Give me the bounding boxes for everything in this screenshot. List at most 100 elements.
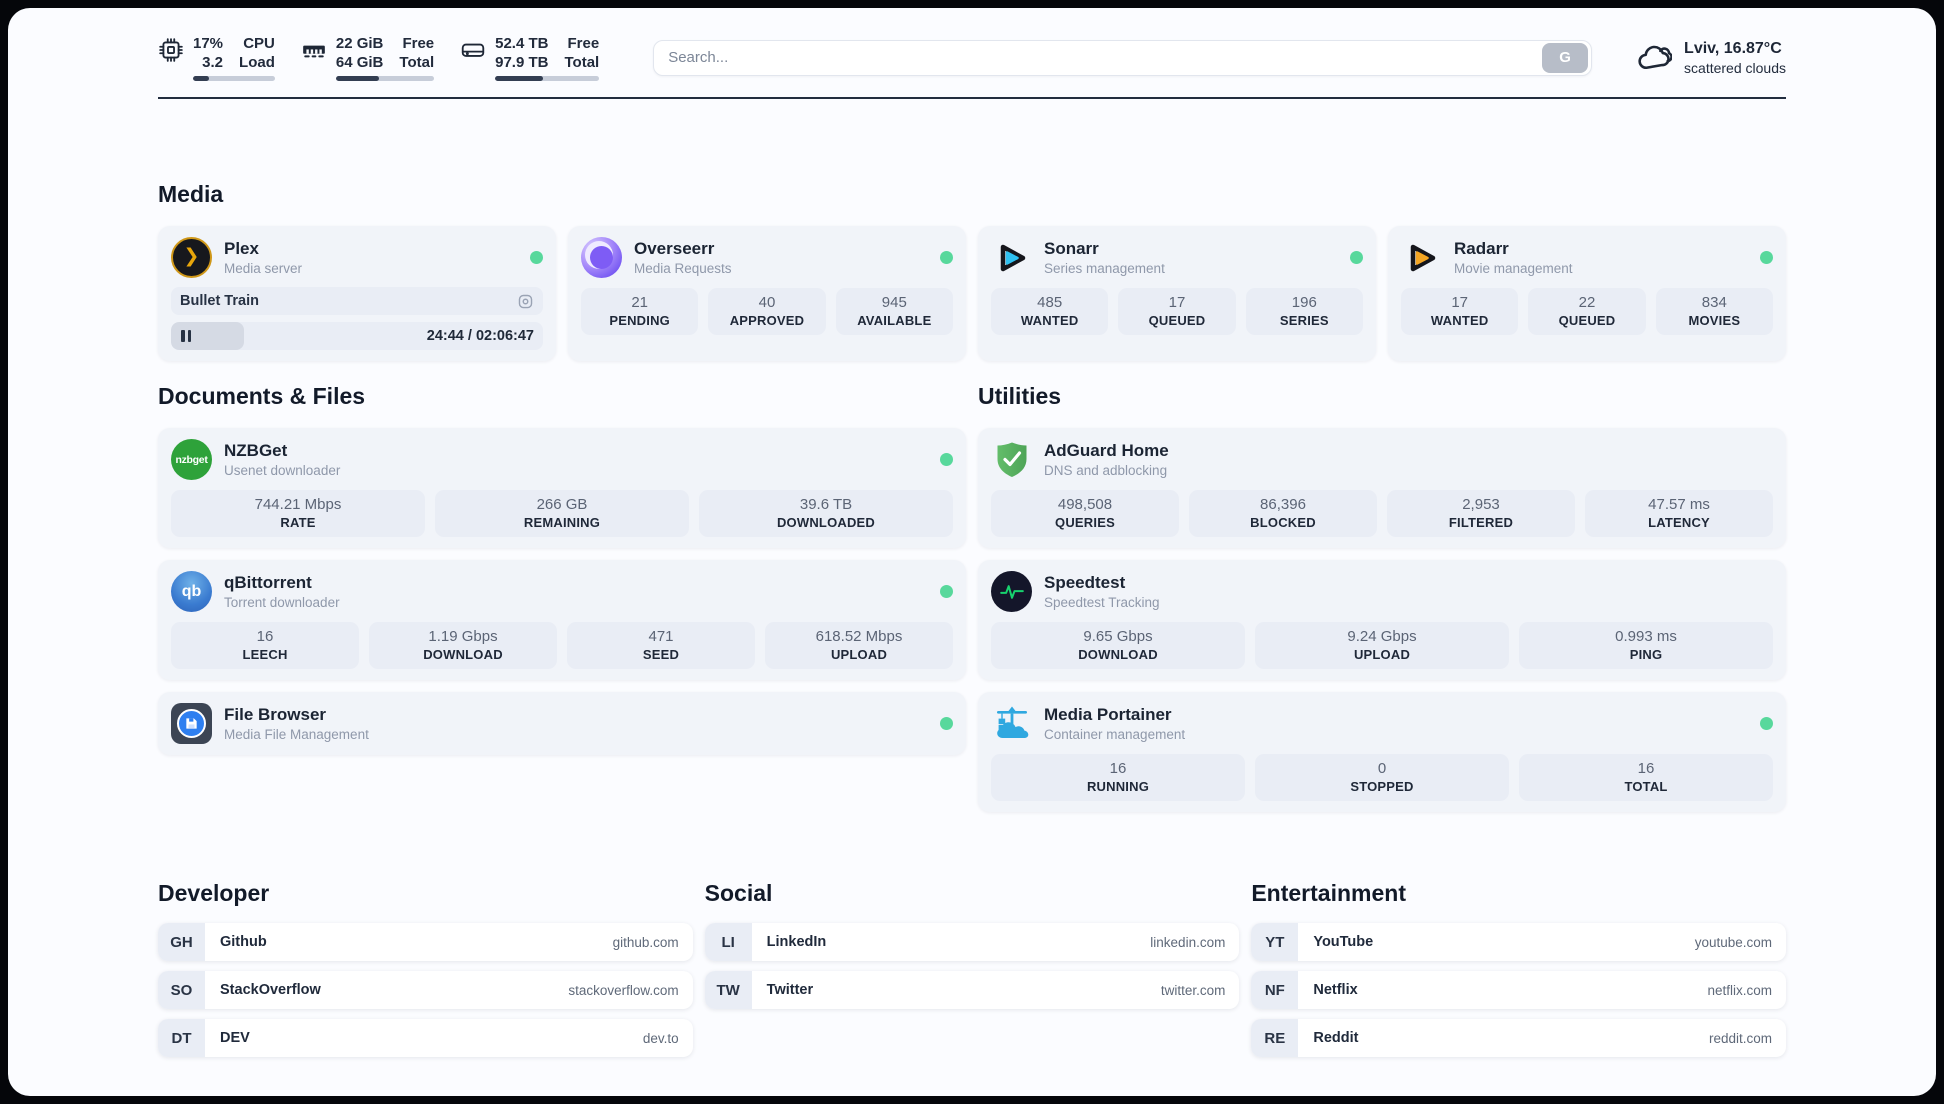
app-subtitle: DNS and adblocking <box>1044 463 1168 478</box>
cpu-label: CPU <box>243 35 275 52</box>
app-subtitle: Torrent downloader <box>224 595 340 610</box>
bookmark-reddit[interactable]: RE Reddit reddit.com <box>1251 1019 1787 1057</box>
overseerr-icon <box>581 237 622 278</box>
stat-upload: 9.24 Gbps UPLOAD <box>1255 622 1509 669</box>
stat-seed: 471 SEED <box>567 622 755 669</box>
app-name: NZBGet <box>224 441 288 460</box>
memory-metric: 22 GiB 64 GiB Free Total <box>301 34 435 81</box>
documents-section: Documents & Files nzbget NZBGet Usenet d… <box>158 383 966 824</box>
speedtest-card[interactable]: Speedtest Speedtest Tracking 9.65 Gbps D… <box>978 560 1786 680</box>
stat-running: 16 RUNNING <box>991 754 1245 801</box>
bookmark-netflix[interactable]: NF Netflix netflix.com <box>1251 971 1787 1009</box>
bookmark-stackoverflow[interactable]: SO StackOverflow stackoverflow.com <box>158 971 693 1009</box>
sonarr-icon <box>991 237 1032 278</box>
bookmark-dev[interactable]: DT DEV dev.to <box>158 1019 693 1057</box>
overseerr-card[interactable]: Overseerr Media Requests 21 PENDING 40 A… <box>568 226 966 361</box>
stat-total: 16 TOTAL <box>1519 754 1773 801</box>
stat-blocked: 86,396 BLOCKED <box>1189 490 1377 537</box>
plex-icon: ❯ <box>171 237 212 278</box>
documents-section-title: Documents & Files <box>158 383 366 409</box>
disk-free: 52.4 TB <box>495 35 549 52</box>
sonarr-card[interactable]: Sonarr Series management 485 WANTED 17 Q… <box>978 226 1376 361</box>
weather-condition: scattered clouds <box>1684 59 1786 76</box>
memory-progress-bar <box>335 76 435 81</box>
stat-series: 196 SERIES <box>1245 288 1363 335</box>
stat-download: 9.65 Gbps DOWNLOAD <box>991 622 1245 669</box>
stat-download: 1.19 Gbps DOWNLOAD <box>369 622 557 669</box>
stat-latency: 47.57 ms LATENCY <box>1585 490 1773 537</box>
disk-progress-bar <box>495 76 600 81</box>
radarr-card[interactable]: Radarr Movie management 17 WANTED 22 QUE… <box>1388 226 1786 361</box>
cloud-icon <box>1638 45 1673 69</box>
now-playing-title: Bullet Train <box>180 293 259 309</box>
filebrowser-icon <box>171 703 212 744</box>
bookmark-github[interactable]: GH Github github.com <box>158 923 693 961</box>
app-subtitle: Media File Management <box>224 727 369 742</box>
app-name: Radarr <box>1454 239 1509 258</box>
radarr-icon <box>1401 237 1442 278</box>
stat-rate: 744.21 Mbps RATE <box>171 490 425 537</box>
app-name: AdGuard Home <box>1044 441 1169 460</box>
media-section: Media ❯ Plex Media server Bullet Train <box>158 181 1786 361</box>
app-subtitle: Movie management <box>1454 261 1573 276</box>
app-subtitle: Series management <box>1044 261 1165 276</box>
stat-queries: 498,508 QUERIES <box>991 490 1179 537</box>
stat-queued: 22 QUEUED <box>1528 288 1646 335</box>
pause-icon[interactable] <box>181 330 191 342</box>
app-name: File Browser <box>224 705 327 724</box>
app-subtitle: Usenet downloader <box>224 463 341 478</box>
entertainment-section-title: Entertainment <box>1251 880 1406 906</box>
cpu-percent: 17% <box>193 35 224 52</box>
cpu-icon <box>159 38 183 62</box>
header-divider <box>158 97 1786 99</box>
search-engine-button[interactable]: G <box>1542 42 1589 73</box>
app-name: Media Portainer <box>1044 705 1172 724</box>
disk-total: 97.9 TB <box>495 54 549 71</box>
stat-wanted: 17 WANTED <box>1401 288 1519 335</box>
disk-icon <box>461 43 485 57</box>
stat-wanted: 485 WANTED <box>991 288 1109 335</box>
search-box: G <box>653 39 1593 76</box>
stat-downloaded: 39.6 TB DOWNLOADED <box>699 490 953 537</box>
cpu-metric: 17% 3.2 CPU Load <box>158 34 275 81</box>
search-input[interactable] <box>654 49 1543 66</box>
dashboard-page: 17% 3.2 CPU Load <box>8 8 1936 1096</box>
app-subtitle: Media server <box>224 261 303 276</box>
developer-bookmarks: Developer GH Github github.com SO StackO… <box>158 880 693 1067</box>
screenshot-icon[interactable] <box>517 293 534 310</box>
entertainment-bookmarks: Entertainment YT YouTube youtube.com NF … <box>1251 880 1787 1067</box>
top-bar: 17% 3.2 CPU Load <box>158 34 1786 81</box>
portainer-card[interactable]: Media Portainer Container management 16 … <box>978 692 1786 812</box>
app-name: Plex <box>224 239 259 258</box>
dashboard-content: 17% 3.2 CPU Load <box>8 8 1936 1067</box>
qbittorrent-card[interactable]: qb qBittorrent Torrent downloader 16 LEE… <box>158 560 966 680</box>
app-name: Sonarr <box>1044 239 1099 258</box>
stat-remaining: 266 GB REMAINING <box>435 490 689 537</box>
bookmark-linkedin[interactable]: LI LinkedIn linkedin.com <box>704 923 1240 961</box>
memory-icon <box>303 45 325 58</box>
cpu-load: 3.2 <box>202 54 224 71</box>
status-online-dot <box>940 717 953 730</box>
disk-metric: 52.4 TB 97.9 TB Free Total <box>460 34 600 81</box>
stat-leech: 16 LEECH <box>171 622 359 669</box>
plex-card[interactable]: ❯ Plex Media server Bullet Train <box>158 226 556 361</box>
filebrowser-card[interactable]: File Browser Media File Management <box>158 692 966 755</box>
qbittorrent-icon: qb <box>171 571 212 612</box>
adguard-card[interactable]: AdGuard Home DNS and adblocking 498,508 … <box>978 428 1786 548</box>
bookmark-twitter[interactable]: TW Twitter twitter.com <box>704 971 1240 1009</box>
status-online-dot <box>940 585 953 598</box>
bookmark-youtube[interactable]: YT YouTube youtube.com <box>1251 923 1787 961</box>
status-online-dot <box>1350 251 1363 264</box>
status-online-dot <box>940 453 953 466</box>
now-playing-bar: Bullet Train <box>171 287 543 315</box>
social-section-title: Social <box>704 880 773 906</box>
stat-movies: 834 MOVIES <box>1655 288 1773 335</box>
weather-widget[interactable]: Lviv, 16.87°C scattered clouds <box>1636 40 1786 76</box>
developer-section-title: Developer <box>158 880 270 906</box>
app-name: qBittorrent <box>224 573 312 592</box>
stat-pending: 21 PENDING <box>581 288 699 335</box>
app-subtitle: Speedtest Tracking <box>1044 595 1160 610</box>
playback-time: 24:44 / 02:06:47 <box>426 328 534 344</box>
nzbget-card[interactable]: nzbget NZBGet Usenet downloader 744.21 M… <box>158 428 966 548</box>
adguard-icon <box>991 439 1032 480</box>
